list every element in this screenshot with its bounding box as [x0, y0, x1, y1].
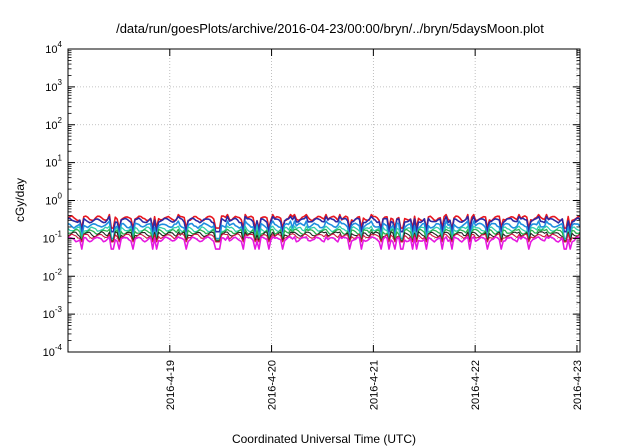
ticks: [68, 48, 580, 353]
x-tick-labels: 2016-4-19 2016-4-20 2016-4-21 2016-4-22 2016…: [165, 360, 584, 410]
x-tick-label: 2016-4-23: [572, 360, 584, 410]
y-tick-label: 102: [45, 116, 62, 132]
x-tick-label: 2016-4-21: [368, 360, 380, 410]
series-line: [67, 215, 581, 233]
y-tick-labels: 10-4 10-3 10-2 10-1 100 101 102 103 104: [43, 40, 63, 359]
y-tick-label: 103: [45, 78, 62, 94]
series-line: [67, 236, 581, 250]
y-axis-label: cGy/day: [13, 178, 27, 222]
y-tick-label: 104: [45, 40, 62, 56]
y-tick-label: 10-1: [43, 229, 63, 245]
grid: [68, 49, 580, 352]
series-group: [67, 213, 581, 250]
x-tick-label: 2016-4-20: [267, 360, 279, 410]
x-axis-label: Coordinated Universal Time (UTC): [232, 432, 416, 446]
chart-title: /data/run/goesPlots/archive/2016-04-23/0…: [116, 21, 544, 36]
x-tick-label: 2016-4-19: [165, 360, 177, 410]
y-tick-label: 10-3: [43, 305, 63, 321]
y-tick-label: 10-2: [43, 267, 63, 283]
y-tick-label: 10-4: [43, 343, 63, 359]
x-tick-label: 2016-4-22: [470, 360, 482, 410]
y-tick-label: 100: [45, 192, 62, 208]
y-tick-label: 101: [45, 154, 62, 170]
